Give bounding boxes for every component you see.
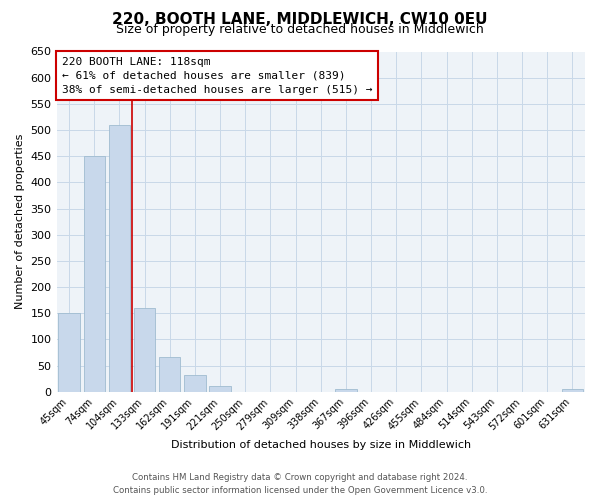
Text: Size of property relative to detached houses in Middlewich: Size of property relative to detached ho… (116, 22, 484, 36)
Bar (335, 389, 356, 392)
Bar (184, 375, 206, 392)
Text: Contains HM Land Registry data © Crown copyright and database right 2024.
Contai: Contains HM Land Registry data © Crown c… (113, 473, 487, 495)
Bar (109, 125, 130, 392)
X-axis label: Distribution of detached houses by size in Middlewich: Distribution of detached houses by size … (171, 440, 471, 450)
Bar (83, 156, 105, 392)
Y-axis label: Number of detached properties: Number of detached properties (15, 134, 25, 310)
Bar (209, 386, 231, 392)
Text: 220, BOOTH LANE, MIDDLEWICH, CW10 0EU: 220, BOOTH LANE, MIDDLEWICH, CW10 0EU (112, 12, 488, 28)
Bar (58, 314, 80, 392)
Bar (134, 308, 155, 392)
Bar (562, 389, 583, 392)
Text: 220 BOOTH LANE: 118sqm
← 61% of detached houses are smaller (839)
38% of semi-de: 220 BOOTH LANE: 118sqm ← 61% of detached… (62, 56, 373, 94)
Bar (159, 356, 181, 392)
